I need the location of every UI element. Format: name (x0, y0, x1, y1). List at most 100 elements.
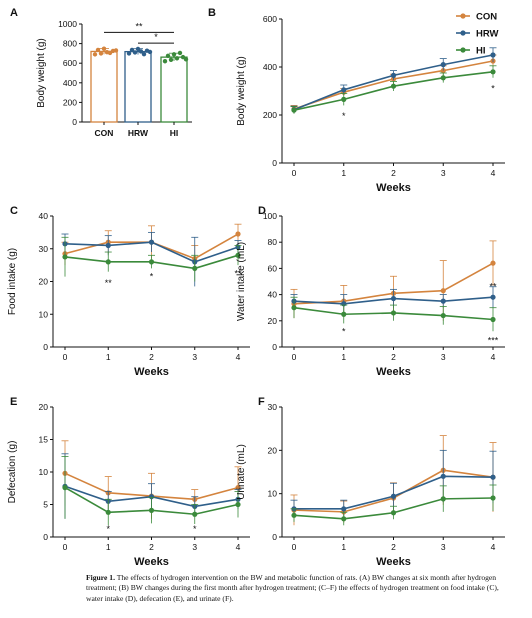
panel-b-series-hi-point (390, 83, 397, 89)
panel-b-series-hrw-point (490, 52, 496, 58)
panel-d-y-tick-label: 40 (268, 290, 278, 300)
panel-e-series-hi-point (192, 511, 198, 517)
panel-f-x-tick-label: 2 (391, 542, 396, 552)
panel-b-series-hrw-point (440, 62, 446, 68)
panel-d-significance-mark: ** (489, 282, 497, 292)
panel-c-series-hi-point (148, 259, 155, 265)
panel-e-y-label: Defecation (g) (7, 441, 18, 504)
panel-e-x-tick-label: 1 (106, 542, 111, 552)
panel-f-series-hi-point (341, 516, 347, 522)
panel-c-significance-mark: ** (105, 278, 113, 288)
panel-e-x-tick-label: 3 (192, 542, 197, 552)
panel-c-x-tick-label: 0 (63, 352, 68, 362)
panel-d-series-hi-point (390, 310, 397, 316)
panel-c-y-label: Food intake (g) (7, 248, 18, 315)
panel-e-series-hrw-point (148, 494, 155, 500)
panel-d-y-tick-label: 80 (268, 237, 278, 247)
data-point-hrw (126, 51, 132, 56)
panel-f-series-hi-point (291, 512, 297, 518)
panel-d-series-hi-point (291, 305, 297, 311)
panel-e-series-hi-point (62, 485, 68, 491)
legend-marker-hi (460, 47, 466, 53)
panel-c-x-tick-label: 4 (236, 352, 241, 362)
panel-d-series-hi-point (440, 312, 446, 319)
panel-c-significance-mark: * (150, 272, 154, 282)
panel-d-y-tick-label: 0 (272, 342, 277, 352)
data-point-con (101, 46, 107, 51)
panel-c-series-con-point (235, 231, 241, 237)
data-point-con (98, 51, 104, 56)
panel-a-y-label: Body weight (g) (36, 38, 47, 107)
panel-e-y-tick-label: 0 (43, 532, 48, 542)
significance-label: * (154, 32, 158, 42)
data-point-con (107, 50, 113, 56)
panel-f-x-tick-label: 4 (491, 542, 496, 552)
panel-d-series-hrw-point (440, 298, 446, 304)
panel-c-x-tick-label: 1 (106, 352, 111, 362)
legend-label-hi: HI (476, 46, 486, 57)
panel-b-y-tick-label: 200 (263, 110, 277, 120)
panel-c-y-tick-label: 20 (39, 277, 49, 287)
panel-d-x-tick-label: 4 (491, 352, 496, 362)
panel-c-y-tick-label: 30 (39, 244, 49, 254)
panel-f-series-hrw-point (440, 473, 446, 479)
panel-b-series-hi-point (490, 69, 496, 75)
panel-e-x-tick-label: 2 (149, 542, 154, 552)
panel-b-series-hi-point (440, 75, 446, 81)
panel-f-series-hi-point (490, 495, 496, 501)
panel-c-y-tick-label: 10 (39, 309, 49, 319)
panel-b-y-tick-label: 400 (263, 62, 277, 72)
figure-caption: Figure 1. The effects of hydrogen interv… (86, 573, 516, 604)
panel-d-series-hi-point (341, 311, 347, 317)
panel-c-series-hrw-point (148, 239, 155, 245)
panel-c-x-tick-label: 3 (192, 352, 197, 362)
panel-e-series-con-point (235, 485, 241, 491)
panel-d-y-tick-label: 60 (268, 263, 278, 273)
panel-e-series-hi-point (235, 501, 241, 508)
panel-d-y-tick-label: 20 (268, 316, 278, 326)
data-point-hrw (132, 50, 138, 55)
panel-b-series-hi-point (291, 107, 297, 113)
panel-d-y-label: Water intake (mL) (236, 242, 247, 321)
panel-d-series-con-point (490, 260, 496, 266)
data-point-hrw (135, 46, 141, 52)
panel-c-letter: C (10, 205, 18, 217)
legend-label-hrw: HRW (476, 29, 499, 40)
data-point-hi (177, 50, 183, 56)
panel-c-series-hi-point (105, 259, 111, 265)
panel-b-x-label: Weeks (376, 182, 411, 194)
panel-d-series-hi-point (490, 316, 496, 323)
panel-a-x-tick-label-con: CON (95, 128, 114, 138)
panel-d-series-hrw-point (390, 295, 397, 302)
panel-c-series-hrw-point (105, 242, 111, 249)
data-point-hi (174, 56, 180, 61)
legend-marker-hrw (460, 30, 466, 36)
panel-a-y-tick-label: 600 (63, 58, 77, 68)
bar-hi (160, 56, 188, 123)
panel-e-x-tick-label: 4 (236, 542, 241, 552)
panel-f-x-tick-label: 1 (341, 542, 346, 552)
panel-f-y-tick-label: 0 (272, 532, 277, 542)
panel-f-series-hrw-point (390, 493, 397, 499)
panel-b-letter: B (208, 7, 216, 19)
panel-a-y-tick-label: 1000 (58, 19, 77, 29)
panel-a-y-tick-label: 200 (63, 97, 77, 107)
panel-f-letter: F (258, 396, 265, 408)
panel-e-series-hi-point (105, 509, 111, 515)
panel-c-series-hi-point (235, 252, 241, 258)
panel-e-significance-mark: * (193, 524, 197, 534)
panel-f-series-hrw-point (341, 506, 347, 512)
panel-f-y-tick-label: 10 (268, 489, 278, 499)
data-point-con (95, 47, 101, 53)
panel-f-x-tick-label: 3 (441, 542, 446, 552)
panel-b-x-tick-label: 3 (441, 168, 446, 178)
panel-c-y-tick-label: 40 (39, 211, 49, 221)
panel-f-series-hi-point (440, 496, 446, 502)
panel-b-series-hrw-point (341, 87, 347, 93)
panel-b-y-tick-label: 600 (263, 14, 277, 24)
panel-d-x-tick-label: 2 (391, 352, 396, 362)
panel-d-x-tick-label: 0 (292, 352, 297, 362)
panel-d-x-label: Weeks (376, 366, 411, 378)
data-point-hi (165, 53, 171, 59)
